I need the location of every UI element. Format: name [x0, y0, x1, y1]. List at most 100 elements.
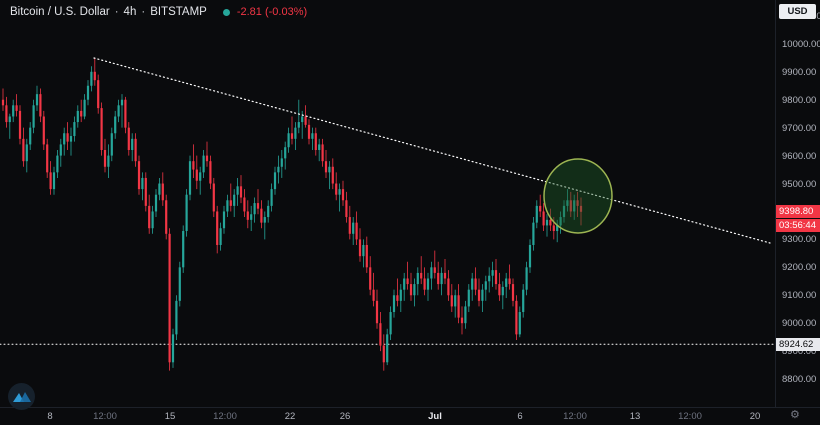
candle-body — [345, 200, 348, 218]
time-axis[interactable]: 8 12:00 15 12:00 22 26 Jul 6 12:00 13 12:00 20 — [0, 407, 820, 425]
candle-body — [403, 278, 406, 290]
candle-body — [35, 94, 39, 106]
gear-icon[interactable]: ⚙ — [790, 409, 800, 421]
time-tick-label: 12:00 — [213, 411, 237, 422]
candle-body — [73, 122, 76, 137]
candle-body — [341, 189, 345, 201]
candles-layer — [1, 57, 583, 371]
exchange-label[interactable]: BITSTAMP — [150, 6, 207, 18]
price-tick-label: 9900.00 — [782, 66, 817, 78]
price-tick-label: 9800.00 — [782, 94, 817, 106]
candle-body — [182, 231, 185, 268]
candle-body — [233, 194, 236, 206]
symbol-title[interactable]: Bitcoin / U.S. Dollar — [10, 6, 110, 18]
time-tick-label: 15 — [164, 411, 176, 422]
candle-body — [260, 208, 263, 223]
candle-body — [280, 158, 283, 167]
interval-label[interactable]: 4h — [123, 6, 137, 18]
candle-body — [222, 211, 226, 229]
candle-body — [158, 183, 161, 195]
candle-body — [440, 272, 443, 285]
candle-body — [457, 295, 460, 318]
candle-body — [542, 211, 545, 226]
tradingview-logo-icon[interactable] — [8, 383, 35, 410]
candle-body — [447, 278, 450, 296]
candle-body — [369, 267, 372, 290]
candle-body — [464, 306, 467, 324]
candle-body — [528, 244, 532, 268]
candle-body — [216, 211, 219, 245]
candle-body — [423, 278, 426, 290]
candle-body — [573, 200, 576, 212]
candle-body — [110, 133, 113, 156]
price-chart-svg[interactable] — [0, 0, 775, 407]
candle-body — [433, 267, 436, 273]
candle-body — [515, 300, 518, 335]
candle-body — [141, 177, 144, 190]
candle-body — [535, 205, 538, 223]
price-tick-label: 8900.00 — [782, 346, 817, 358]
candle-body — [522, 289, 525, 313]
candle-body — [277, 166, 280, 173]
chart-legend: Bitcoin / U.S. Dollar · 4h · BITSTAMP -2… — [10, 6, 307, 18]
market-status-dot-icon — [222, 8, 230, 16]
candle-body — [161, 183, 164, 201]
legend-separator: · — [141, 6, 146, 18]
time-tick-label: 12:00 — [563, 411, 587, 422]
countdown-badge: 03:56:44 — [776, 218, 820, 232]
candle-body — [56, 155, 59, 173]
candle-body — [270, 189, 273, 206]
candle-body — [372, 289, 375, 301]
candle-body — [338, 189, 341, 195]
price-tick-label: 9000.00 — [782, 318, 817, 330]
candle-body — [165, 200, 168, 234]
candle-body — [467, 289, 470, 307]
candle-body — [148, 205, 151, 229]
candle-body — [460, 317, 464, 324]
chart-plot-area[interactable] — [0, 0, 775, 407]
price-tick-label: 9300.00 — [782, 234, 817, 246]
candle-body — [100, 108, 103, 151]
candle-body — [131, 138, 134, 151]
candle-body — [80, 110, 83, 117]
candle-body — [454, 295, 457, 307]
ellipse-annotation[interactable] — [543, 158, 613, 234]
candle-body — [501, 286, 504, 296]
candle-body — [358, 239, 362, 257]
candle-body — [477, 289, 481, 301]
candle-body — [562, 205, 566, 218]
candle-body — [576, 200, 579, 206]
candle-body — [406, 278, 409, 285]
price-change: -2.81 (-0.03%) — [236, 6, 308, 18]
candle-body — [253, 203, 256, 215]
candle-body — [287, 133, 290, 148]
price-axis[interactable]: 10100.0010000.009900.009800.009700.00960… — [775, 0, 820, 407]
candle-body — [168, 233, 171, 363]
candle-body — [59, 144, 62, 156]
candle-body — [505, 278, 508, 287]
candle-body — [569, 200, 572, 212]
candle-body — [331, 166, 334, 184]
candle-body — [518, 312, 521, 335]
candle-body — [178, 267, 181, 301]
candle-body — [335, 183, 338, 195]
candle-body — [365, 244, 368, 268]
candle-body — [97, 80, 100, 109]
candle-body — [137, 161, 141, 190]
candle-body — [154, 194, 158, 212]
candle-body — [46, 144, 49, 173]
currency-button[interactable]: USD — [779, 4, 816, 19]
candle-body — [49, 172, 52, 190]
candle-body — [324, 161, 328, 173]
candle-body — [124, 99, 127, 128]
candle-body — [328, 166, 331, 173]
candle-body — [107, 155, 110, 167]
candle-body — [318, 144, 321, 151]
candle-body — [195, 169, 198, 181]
price-tick-label: 9500.00 — [782, 178, 817, 190]
candle-body — [103, 150, 107, 167]
descending-trendline[interactable] — [93, 57, 771, 244]
price-tick-label: 9600.00 — [782, 150, 817, 162]
candle-body — [18, 110, 22, 139]
time-tick-label: 8 — [47, 411, 53, 422]
